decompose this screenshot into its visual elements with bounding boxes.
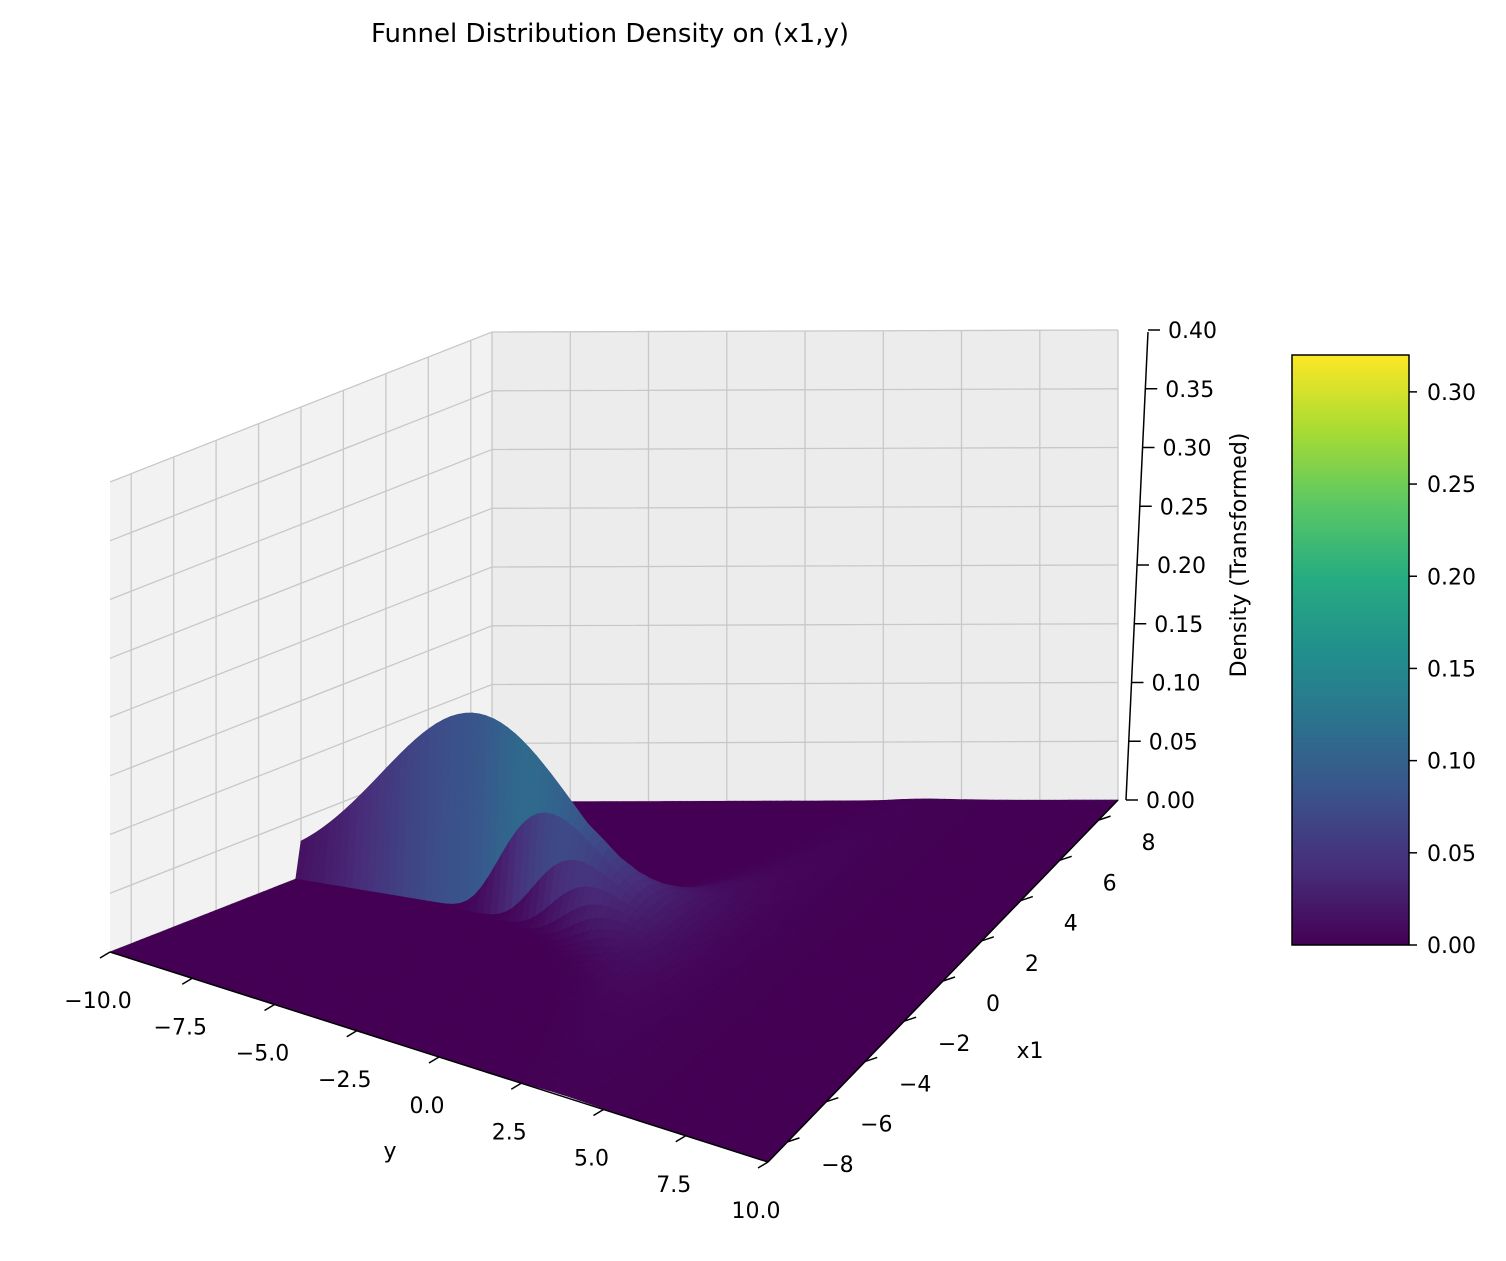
grid-line	[109, 446, 1119, 601]
grid-line	[109, 564, 1119, 718]
grid-line	[109, 623, 1119, 777]
grid-line	[109, 681, 1119, 836]
grid-line	[109, 388, 1119, 542]
grid-line	[109, 505, 1119, 659]
density-surface	[109, 712, 1119, 1163]
chart-title: Funnel Distribution Density on (x1,y)	[371, 19, 849, 49]
grid-line	[109, 329, 1119, 483]
